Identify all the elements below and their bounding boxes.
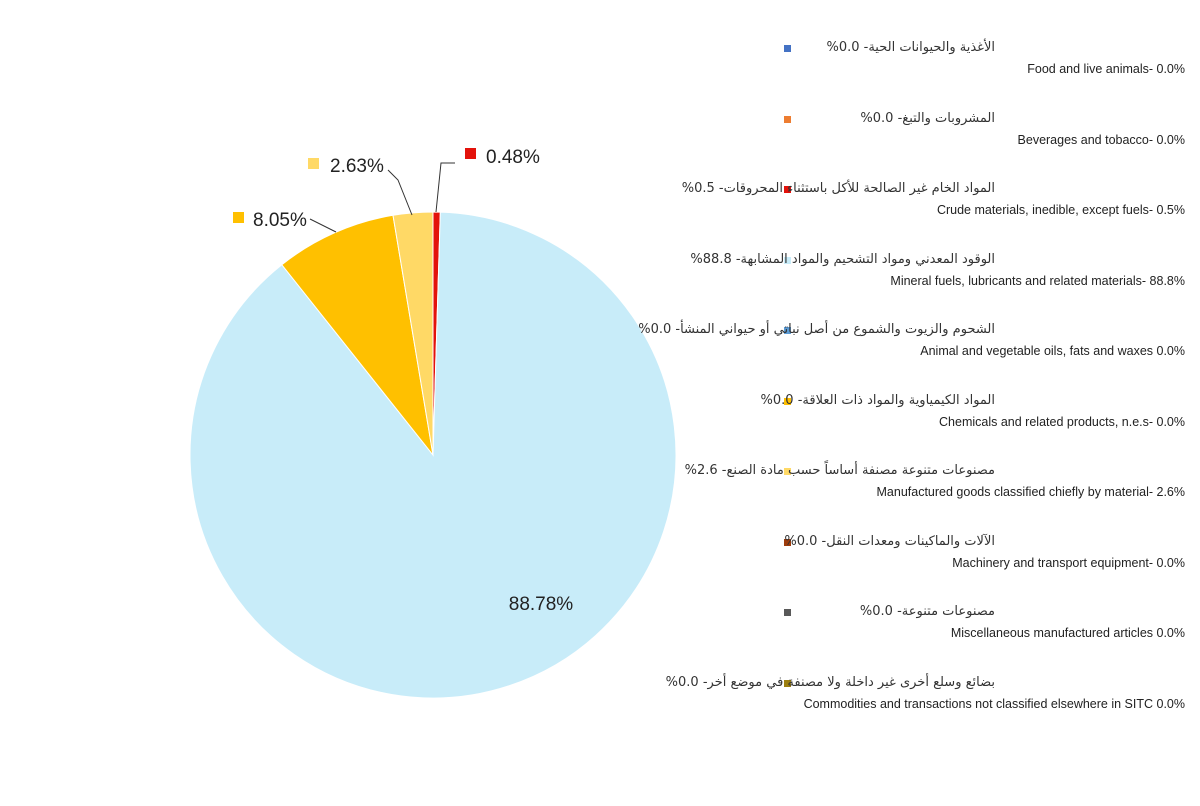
legend-label-arabic: الآلات والماكينات ومعدات النقل- 0.0% — [784, 533, 995, 549]
legend-label-english: Chemicals and related products, n.e.s- 0… — [939, 414, 1185, 429]
leader-line — [309, 218, 337, 233]
legend-label-arabic: مصنوعات متنوعة- 0.0% — [859, 604, 995, 619]
leader-lines — [309, 162, 455, 233]
pie-slice-chemicals — [281, 214, 434, 457]
legend-swatch — [784, 115, 791, 123]
legend-label-arabic: الأغذية والحيوانات الحية- 0.0% — [826, 40, 995, 55]
pie-chart: 0.48% 88.78% 8.05% 2.63% — [189, 147, 677, 699]
legend-swatch — [784, 397, 791, 405]
legend-label-arabic: الوقود المعدني ومواد التشحيم والمواد الم… — [690, 251, 995, 267]
legend-label-english: Commodities and transactions not classif… — [803, 696, 1185, 711]
legend-swatch — [784, 679, 791, 687]
legend-label-arabic: المواد الكيمياوية والمواد ذات العلاقة- 0… — [760, 392, 995, 408]
legend-swatch — [784, 468, 791, 475]
legend-label-arabic: مصنوعات متنوعة مصنفة أساساً حسب مادة الص… — [684, 463, 995, 478]
legend-label-arabic: الشحوم والزيوت والشموع من أصل نباتي أو ح… — [638, 322, 995, 337]
legend-swatch — [784, 45, 791, 52]
data-label: 88.78% — [509, 594, 574, 615]
data-label-swatch — [233, 212, 244, 223]
data-label-swatch — [308, 158, 319, 169]
data-labels: 0.48% 88.78% 8.05% 2.63% — [233, 147, 573, 615]
legend-swatch — [784, 609, 791, 616]
legend-label-english: Crude materials, inedible, except fuels-… — [936, 203, 1185, 217]
pie-slices — [189, 211, 677, 699]
legend-swatch — [784, 327, 791, 334]
pie-slice-manufactured-goods — [392, 211, 434, 456]
legend-label-arabic: المشروبات والتبغ- 0.0% — [860, 110, 995, 126]
legend-swatch — [784, 256, 791, 264]
legend-label-english: Miscellaneous manufactured articles 0.0% — [950, 626, 1185, 640]
legend-label-english: Animal and vegetable oils, fats and waxe… — [920, 344, 1185, 358]
legend-label-english: Beverages and tobacco- 0.0% — [1017, 132, 1185, 147]
legend-label-english: Food and live animals- 0.0% — [1027, 62, 1185, 76]
legend-label-english: Manufactured goods classified chiefly by… — [876, 485, 1185, 499]
legend-label-arabic: المواد الخام غير الصالحة للأكل باستثناء … — [681, 181, 995, 196]
data-label: 8.05% — [253, 210, 307, 231]
legend-swatch — [784, 186, 791, 193]
legend: الأغذية والحيوانات الحية- 0.0% Food and … — [638, 0, 1200, 806]
data-label: 2.63% — [330, 156, 384, 177]
legend-label-english: Machinery and transport equipment- 0.0% — [952, 555, 1185, 570]
legend-label-arabic: بضائع وسلع أخرى غير داخلة ولا مصنفة في م… — [665, 674, 995, 690]
data-label: 0.48% — [486, 147, 540, 168]
leader-line — [435, 162, 455, 213]
leader-line — [387, 169, 413, 216]
legend-swatch — [784, 538, 791, 546]
legend-label-english: Mineral fuels, lubricants and related ma… — [890, 273, 1185, 288]
data-label-swatch — [465, 148, 476, 159]
